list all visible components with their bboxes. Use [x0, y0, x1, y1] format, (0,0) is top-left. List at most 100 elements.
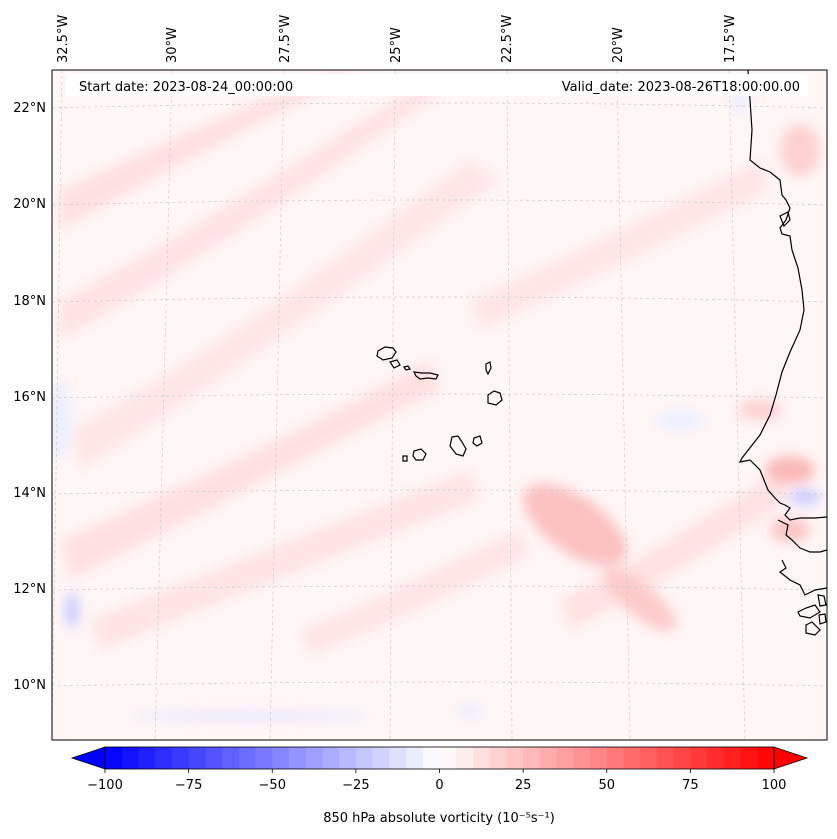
- latitude-gridline: [52, 393, 827, 399]
- colorbar-tick-label: 50: [598, 778, 615, 793]
- lon-label: 30°W: [165, 27, 180, 63]
- colorbar-cell: [422, 747, 440, 769]
- vorticity-minimum: [52, 380, 70, 460]
- colorbar-cell: [623, 747, 641, 769]
- colorbar-tick-label: −25: [342, 778, 369, 793]
- colorbar-cell: [489, 747, 507, 769]
- latitude-gridline: [52, 199, 827, 206]
- vorticity-streak: [300, 530, 530, 655]
- colorbar-cell: [105, 747, 123, 769]
- colorbar-cell: [723, 747, 742, 769]
- colorbar-cell: [222, 747, 240, 769]
- start-date-label: Start date: 2023-08-24_00:00:00: [79, 80, 293, 95]
- valid-date-label: Valid_date: 2023-08-26T18:00:00.00: [562, 80, 800, 95]
- colorbar-cell: [472, 747, 491, 769]
- colorbar-label: 850 hPa absolute vorticity (10⁻⁵s⁻¹): [323, 811, 555, 826]
- island-sao-nicolau: [412, 371, 439, 380]
- lat-label: 20°N: [13, 197, 46, 212]
- colorbar-cells: [105, 747, 775, 769]
- island-sal: [485, 361, 492, 376]
- colorbar-tick-label: −100: [87, 778, 123, 793]
- vorticity-minimum: [456, 705, 484, 715]
- vorticity-field: [52, 75, 821, 721]
- longitude-gridline: [52, 70, 63, 740]
- vorticity-streak: [70, 160, 500, 470]
- colorbar-cell: [539, 747, 558, 769]
- africa-coastline: [817, 594, 827, 607]
- date-header-strip: [66, 74, 808, 96]
- colorbar-cell: [573, 747, 591, 769]
- latitude-labels: 22°N 20°N 18°N 16°N 14°N 12°N 10°N: [13, 101, 46, 693]
- colorbar-cell: [155, 747, 173, 769]
- colorbar-cell: [188, 747, 206, 769]
- colorbar-cell: [439, 747, 457, 769]
- lat-label: 10°N: [13, 678, 46, 693]
- colorbar-cell: [255, 747, 273, 769]
- colorbar-tick-label: −50: [259, 778, 286, 793]
- longitude-gridline: [389, 70, 396, 740]
- colorbar-cell: [322, 747, 340, 769]
- lon-label: 22.5°W: [500, 15, 515, 63]
- island-santo-antao: [376, 346, 397, 361]
- longitude-gridline: [728, 70, 746, 740]
- latitude-gridline: [52, 489, 827, 495]
- latitude-gridline: [52, 585, 827, 591]
- vorticity-minimum: [789, 489, 821, 505]
- africa-coastline: [778, 559, 827, 596]
- vorticity-maximum: [604, 568, 676, 632]
- colorbar-cell: [205, 747, 223, 769]
- colorbar-tick-label: −75: [175, 778, 202, 793]
- cape-verde-islands: [376, 346, 503, 462]
- africa-coastline: [818, 613, 827, 625]
- lat-label: 16°N: [13, 390, 46, 405]
- colorbar-tick-label: 75: [682, 778, 699, 793]
- africa-coastline: [805, 621, 821, 636]
- africa-coastline: [738, 70, 827, 521]
- lat-label: 14°N: [13, 486, 46, 501]
- island-santa-luzia: [403, 365, 411, 371]
- colorbar-tick-label: 0: [435, 778, 443, 793]
- latitude-gridline: [52, 102, 827, 109]
- island-brava: [402, 455, 408, 462]
- vorticity-maximum: [770, 518, 810, 542]
- lon-label: 25°W: [389, 27, 404, 63]
- africa-coastline: [779, 211, 791, 228]
- colorbar-cell: [272, 747, 290, 769]
- africa-coastline: [797, 604, 821, 619]
- colorbar-cell: [305, 747, 323, 769]
- colorbar-cell: [171, 747, 190, 769]
- longitude-gridline: [269, 70, 285, 740]
- lon-label: 32.5°W: [56, 15, 71, 63]
- africa-coastline: [777, 519, 827, 553]
- vorticity-minimum: [65, 592, 79, 628]
- colorbar-cell: [456, 747, 474, 769]
- graticule: [52, 70, 827, 740]
- colorbar-cell: [740, 747, 758, 769]
- lon-label: 17.5°W: [723, 15, 738, 63]
- colorbar-tick-label: 100: [762, 778, 787, 793]
- longitude-gridline: [506, 70, 513, 740]
- vorticity-streak: [60, 360, 440, 580]
- map-panel: Start date: 2023-08-24_00:00:00 Valid_da…: [51, 69, 828, 741]
- colorbar-cell: [406, 747, 424, 769]
- map-frame: [51, 69, 828, 741]
- vorticity-minimum: [655, 410, 705, 430]
- colorbar-cell: [138, 747, 156, 769]
- lat-label: 12°N: [13, 582, 46, 597]
- lon-label: 20°W: [611, 27, 626, 63]
- colorbar-cell: [690, 747, 708, 769]
- lon-label: 27.5°W: [278, 15, 293, 63]
- colorbar-cell: [121, 747, 139, 769]
- longitude-labels: 32.5°W 30°W 27.5°W 25°W 22.5°W 20°W 17.5…: [56, 15, 738, 63]
- vorticity-streak: [90, 470, 480, 650]
- colorbar-cell: [389, 747, 407, 769]
- colorbar-cell: [523, 747, 541, 769]
- latitude-gridline: [52, 681, 827, 687]
- latitude-gridline: [52, 296, 827, 303]
- colorbar-cell: [640, 747, 658, 769]
- colorbar-cell: [757, 747, 775, 769]
- longitude-gridline: [154, 70, 173, 740]
- colorbar-extend-max: [773, 746, 809, 770]
- map-background: [52, 70, 827, 740]
